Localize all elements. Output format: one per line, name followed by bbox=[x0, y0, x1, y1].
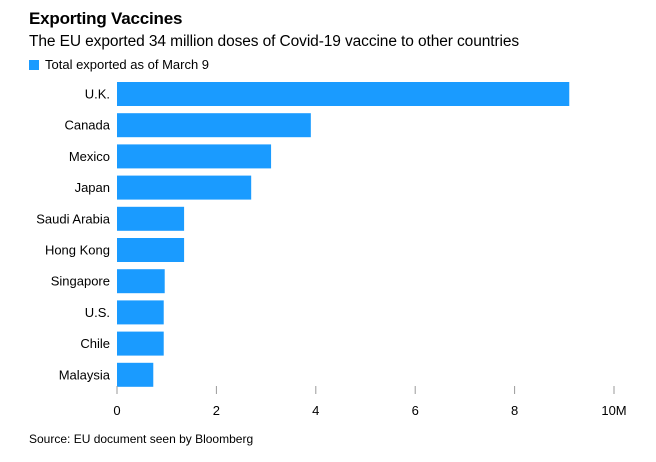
x-tick-label: 4 bbox=[312, 403, 319, 418]
chart-subtitle: The EU exported 34 million doses of Covi… bbox=[29, 33, 520, 50]
bar-japan bbox=[117, 175, 252, 200]
source-note: Source: EU document seen by Bloomberg bbox=[29, 432, 254, 446]
x-tick-label: 2 bbox=[213, 403, 220, 418]
legend-label: Total exported as of March 9 bbox=[45, 57, 210, 72]
bar-chile bbox=[117, 331, 164, 356]
category-label-malaysia: Malaysia bbox=[59, 367, 111, 382]
bar-u-k bbox=[117, 82, 570, 106]
bar-u-s bbox=[117, 300, 164, 325]
bar-malaysia bbox=[117, 362, 154, 387]
legend: Total exported as of March 9 bbox=[29, 57, 209, 72]
x-tick-label: 6 bbox=[412, 403, 419, 418]
chart-title: Exporting Vaccines bbox=[29, 9, 183, 28]
x-tick-label: 0 bbox=[113, 403, 120, 418]
bar-hong-kong bbox=[117, 238, 185, 262]
legend-swatch bbox=[29, 59, 39, 70]
bar-mexico bbox=[117, 144, 272, 169]
category-label-canada: Canada bbox=[64, 118, 110, 133]
category-label-chile: Chile bbox=[80, 336, 110, 351]
x-tick-label: 8 bbox=[511, 403, 518, 418]
category-label-mexico: Mexico bbox=[69, 149, 110, 164]
bar-saudi-arabia bbox=[117, 206, 185, 231]
bar-canada bbox=[117, 113, 311, 138]
category-label-singapore: Singapore bbox=[51, 274, 110, 289]
category-label-saudi-arabia: Saudi Arabia bbox=[36, 211, 110, 226]
category-label-u-s: U.S. bbox=[85, 305, 110, 320]
category-label-hong-kong: Hong Kong bbox=[45, 243, 110, 258]
x-tick-label: 10M bbox=[601, 403, 626, 418]
category-label-u-k: U.K. bbox=[85, 87, 110, 102]
bar-singapore bbox=[117, 269, 165, 294]
category-label-japan: Japan bbox=[75, 180, 110, 195]
